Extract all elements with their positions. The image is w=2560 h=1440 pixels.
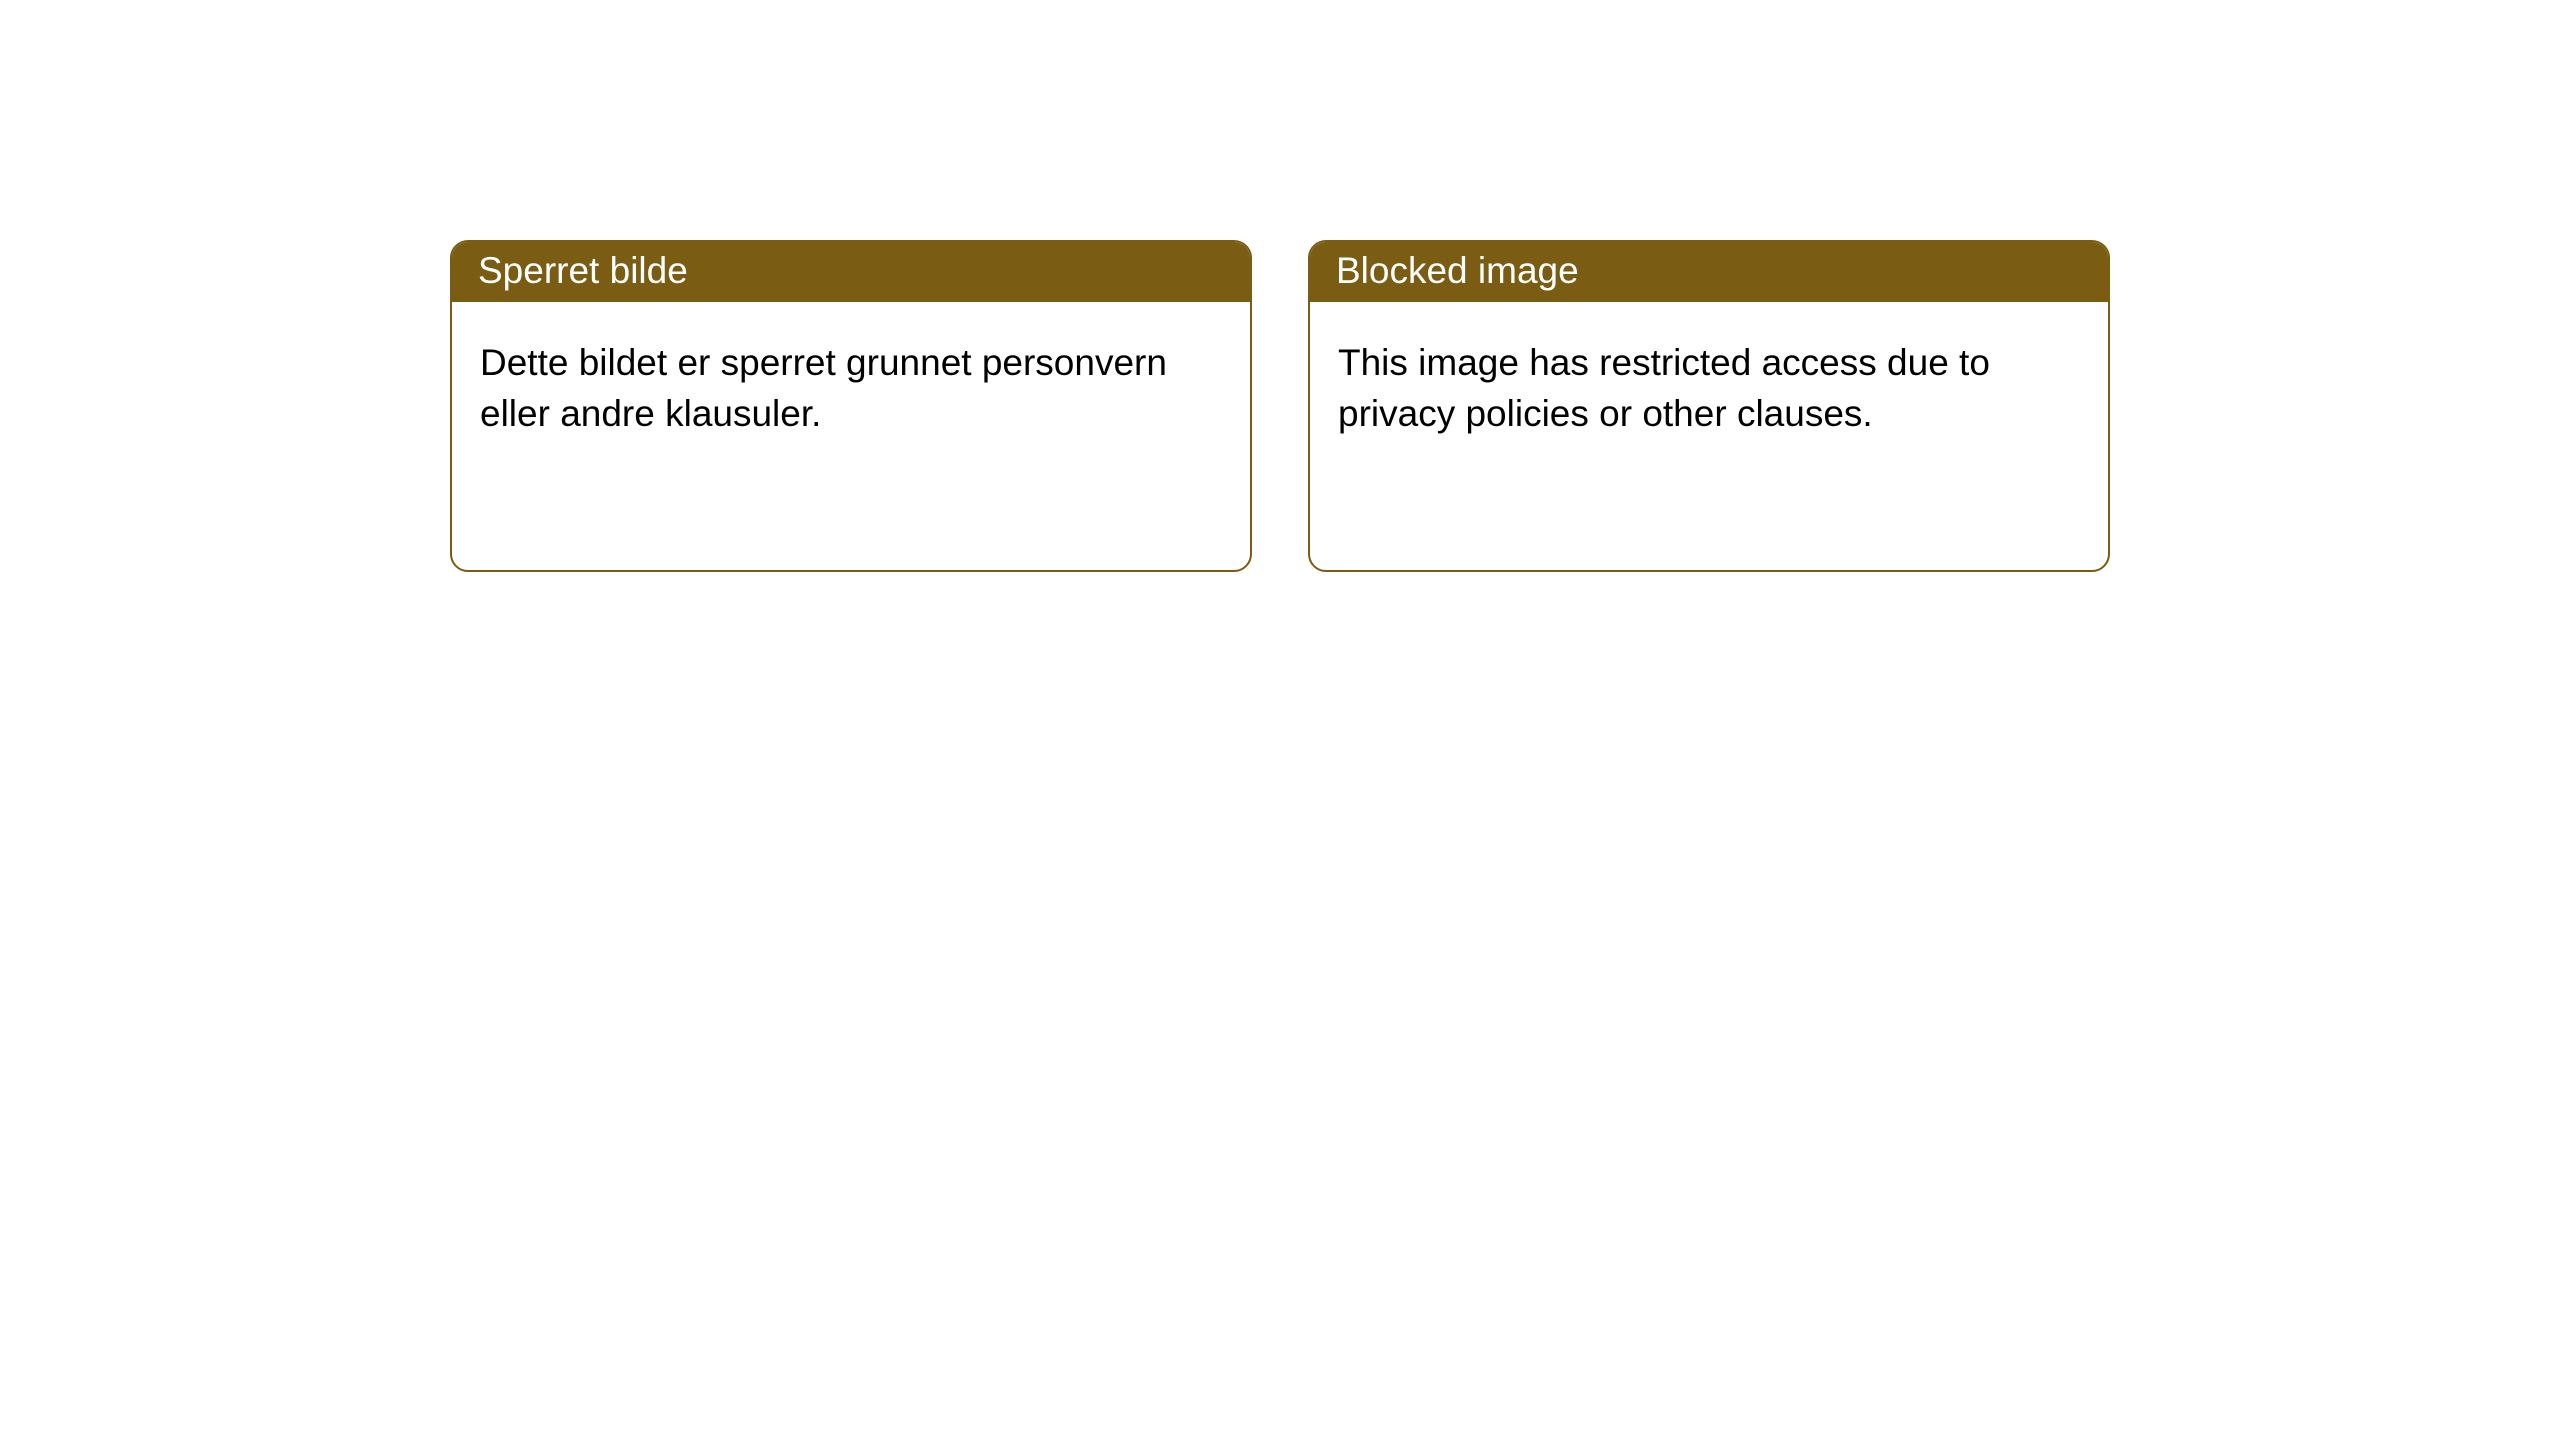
notice-card-title: Blocked image [1310, 242, 2108, 302]
notice-card-norwegian: Sperret bilde Dette bildet er sperret gr… [450, 240, 1252, 572]
notice-card-english: Blocked image This image has restricted … [1308, 240, 2110, 572]
notice-card-body: This image has restricted access due to … [1310, 302, 2108, 475]
notice-card-body: Dette bildet er sperret grunnet personve… [452, 302, 1250, 475]
notice-container: Sperret bilde Dette bildet er sperret gr… [0, 0, 2560, 572]
notice-card-title: Sperret bilde [452, 242, 1250, 302]
